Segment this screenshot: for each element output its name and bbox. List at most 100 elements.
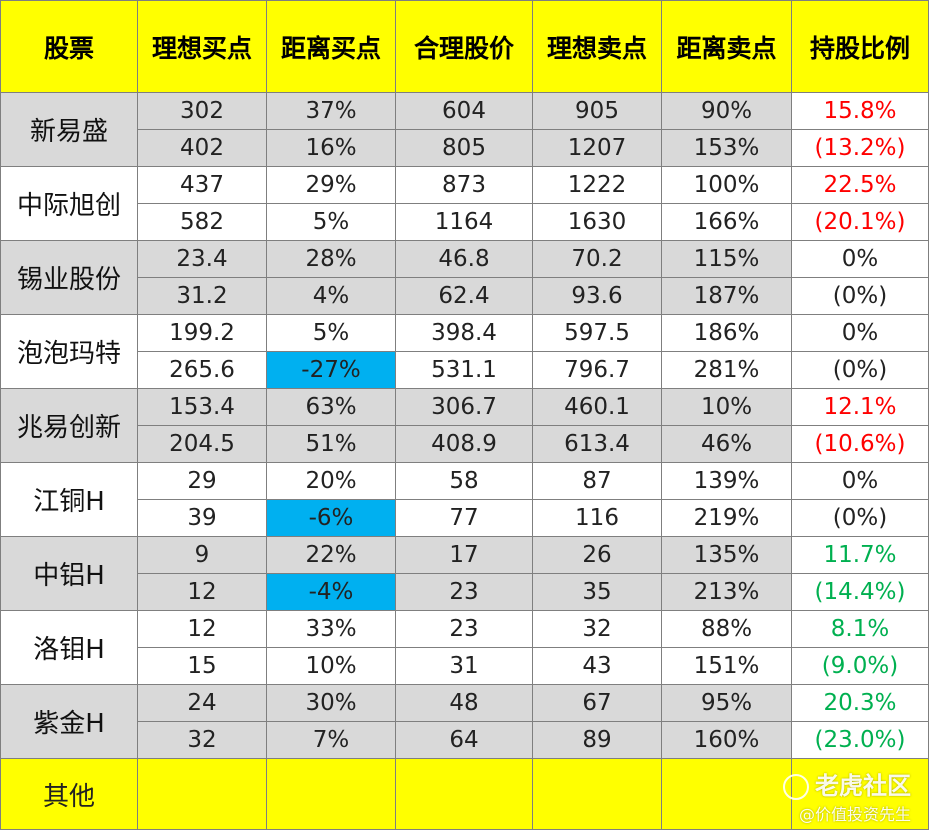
header-row: 股票 理想买点 距离买点 合理股价 理想卖点 距离卖点 持股比例	[0, 0, 929, 93]
ideal-buy-cell: 31.2	[137, 277, 267, 315]
sell-distance-cell: 186%	[661, 314, 792, 352]
holding-ratio-cell: (10.6%)	[791, 425, 929, 463]
holding-ratio-cell: (13.2%)	[791, 129, 929, 167]
fair-price-cell: 31	[395, 647, 533, 685]
fair-price-cell: 58	[395, 462, 533, 500]
holding-ratio-cell: 20.3%	[791, 684, 929, 722]
ideal-sell-cell: 613.4	[532, 425, 662, 463]
buy-distance-cell: -27%	[266, 351, 396, 389]
buy-distance-cell: 20%	[266, 462, 396, 500]
sell-distance-cell: 10%	[661, 388, 792, 426]
sell-distance-cell: 219%	[661, 499, 792, 537]
table-row: 紫金H 24 30% 48 67 95% 20.3%	[0, 684, 929, 759]
ideal-sell-cell: 116	[532, 499, 662, 537]
stock-name: 兆易创新	[0, 388, 138, 463]
ideal-sell-cell: 1222	[532, 166, 662, 204]
header-sell-distance: 距离卖点	[661, 0, 792, 93]
buy-distance-cell: 7%	[266, 721, 396, 759]
fair-price-cell: 604	[395, 92, 533, 130]
other-cell	[137, 758, 267, 830]
ideal-sell-cell: 87	[532, 462, 662, 500]
table-body: 新易盛 302 37% 604 905 90% 15.8% 402 16% 805 1207 153%…	[0, 92, 929, 830]
ideal-sell-cell: 26	[532, 536, 662, 574]
sell-distance-cell: 160%	[661, 721, 792, 759]
table-row: 265.6 -27% 531.1 796.7 281% (0%)	[1, 351, 929, 389]
sell-distance-cell: 115%	[661, 240, 792, 278]
sell-distance-cell: 46%	[661, 425, 792, 463]
ideal-buy-cell: 302	[137, 92, 267, 130]
sell-distance-cell: 100%	[661, 166, 792, 204]
holding-ratio-cell: (14.4%)	[791, 573, 929, 611]
stock-name: 新易盛	[0, 92, 138, 167]
buy-distance-cell: 29%	[266, 166, 396, 204]
fair-price-cell: 48	[395, 684, 533, 722]
other-label: 其他	[0, 758, 138, 830]
table-row: 39 -6% 77 116 219% (0%)	[1, 499, 929, 537]
sell-distance-cell: 135%	[661, 536, 792, 574]
sell-distance-cell: 139%	[661, 462, 792, 500]
holding-ratio-cell: 22.5%	[791, 166, 929, 204]
fair-price-cell: 64	[395, 721, 533, 759]
fair-price-cell: 46.8	[395, 240, 533, 278]
stock-name: 锡业股份	[0, 240, 138, 315]
stock-name: 江铜H	[0, 462, 138, 537]
holding-ratio-cell: (0%)	[791, 277, 929, 315]
holding-ratio-cell: 11.7%	[791, 536, 929, 574]
other-cell	[661, 758, 792, 830]
table-row: 江铜H 29 20% 58 87 139% 0%	[0, 462, 929, 537]
table-row: 204.5 51% 408.9 613.4 46% (10.6%)	[1, 425, 929, 463]
ideal-sell-cell: 1630	[532, 203, 662, 241]
table-row: 582 5% 1164 1630 166% (20.1%)	[1, 203, 929, 241]
ideal-sell-cell: 32	[532, 610, 662, 648]
sell-distance-cell: 213%	[661, 573, 792, 611]
table-row: 兆易创新 153.4 63% 306.7 460.1 10% 12.1%	[0, 388, 929, 463]
ideal-sell-cell: 70.2	[532, 240, 662, 278]
buy-distance-cell: 28%	[266, 240, 396, 278]
table-row: 中际旭创 437 29% 873 1222 100% 22.5%	[0, 166, 929, 241]
fair-price-cell: 17	[395, 536, 533, 574]
ideal-sell-cell: 89	[532, 721, 662, 759]
holding-ratio-cell: 15.8%	[791, 92, 929, 130]
table-row: 泡泡玛特 199.2 5% 398.4 597.5 186% 0%	[0, 314, 929, 389]
buy-distance-cell: 51%	[266, 425, 396, 463]
sell-distance-cell: 281%	[661, 351, 792, 389]
buy-distance-cell: 4%	[266, 277, 396, 315]
ideal-buy-cell: 153.4	[137, 388, 267, 426]
sell-distance-cell: 151%	[661, 647, 792, 685]
holding-ratio-cell: 0%	[791, 240, 929, 278]
buy-distance-cell: -6%	[266, 499, 396, 537]
ideal-buy-cell: 204.5	[137, 425, 267, 463]
stock-name: 中铝H	[0, 536, 138, 611]
ideal-buy-cell: 12	[137, 610, 267, 648]
ideal-sell-cell: 43	[532, 647, 662, 685]
table-row: 新易盛 302 37% 604 905 90% 15.8%	[0, 92, 929, 167]
ideal-buy-cell: 265.6	[137, 351, 267, 389]
buy-distance-cell: 63%	[266, 388, 396, 426]
other-cell	[395, 758, 533, 830]
holding-ratio-cell: 0%	[791, 462, 929, 500]
table-row: 32 7% 64 89 160% (23.0%)	[1, 721, 929, 759]
buy-distance-cell: 5%	[266, 203, 396, 241]
ideal-buy-cell: 582	[137, 203, 267, 241]
ideal-sell-cell: 35	[532, 573, 662, 611]
holding-ratio-cell: (9.0%)	[791, 647, 929, 685]
table-row: 12 -4% 23 35 213% (14.4%)	[1, 573, 929, 611]
sell-distance-cell: 95%	[661, 684, 792, 722]
fair-price-cell: 398.4	[395, 314, 533, 352]
fair-price-cell: 77	[395, 499, 533, 537]
other-cell	[791, 758, 929, 830]
buy-distance-cell: 22%	[266, 536, 396, 574]
holding-ratio-cell: 12.1%	[791, 388, 929, 426]
fair-price-cell: 62.4	[395, 277, 533, 315]
fair-price-cell: 1164	[395, 203, 533, 241]
holding-ratio-cell: 0%	[791, 314, 929, 352]
header-stock: 股票	[0, 0, 138, 93]
ideal-buy-cell: 23.4	[137, 240, 267, 278]
table-row: 15 10% 31 43 151% (9.0%)	[1, 647, 929, 685]
ideal-sell-cell: 796.7	[532, 351, 662, 389]
ideal-buy-cell: 12	[137, 573, 267, 611]
sell-distance-cell: 88%	[661, 610, 792, 648]
holding-ratio-cell: (0%)	[791, 499, 929, 537]
ideal-buy-cell: 15	[137, 647, 267, 685]
buy-distance-cell: 30%	[266, 684, 396, 722]
